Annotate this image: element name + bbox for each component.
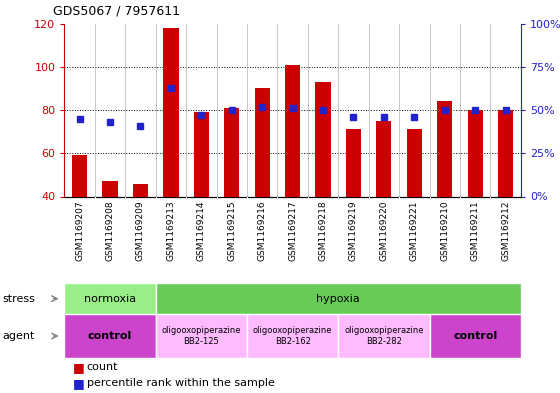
Bar bbox=[102, 182, 118, 196]
Bar bbox=[468, 110, 483, 196]
Text: control: control bbox=[88, 331, 132, 341]
Bar bbox=[437, 101, 452, 196]
Bar bbox=[247, 314, 338, 358]
Bar bbox=[338, 314, 430, 358]
Text: GSM1169209: GSM1169209 bbox=[136, 201, 145, 261]
Bar bbox=[164, 28, 179, 196]
Text: percentile rank within the sample: percentile rank within the sample bbox=[87, 378, 274, 388]
Bar bbox=[285, 64, 300, 196]
Bar bbox=[498, 110, 513, 196]
Text: GSM1169211: GSM1169211 bbox=[470, 201, 480, 261]
Text: GSM1169216: GSM1169216 bbox=[258, 201, 267, 261]
Bar bbox=[194, 112, 209, 196]
Text: GSM1169217: GSM1169217 bbox=[288, 201, 297, 261]
Bar bbox=[346, 130, 361, 196]
Text: GSM1169213: GSM1169213 bbox=[166, 201, 175, 261]
Text: GSM1169221: GSM1169221 bbox=[410, 201, 419, 261]
Bar bbox=[376, 121, 391, 196]
Bar bbox=[156, 314, 247, 358]
Bar bbox=[156, 283, 521, 314]
Text: GSM1169210: GSM1169210 bbox=[440, 201, 449, 261]
Text: GSM1169207: GSM1169207 bbox=[75, 201, 84, 261]
Bar bbox=[255, 88, 270, 196]
Text: oligooxopiperazine
BB2-282: oligooxopiperazine BB2-282 bbox=[344, 326, 423, 346]
Bar bbox=[133, 184, 148, 196]
Bar bbox=[224, 108, 239, 196]
Text: count: count bbox=[87, 362, 118, 373]
Text: normoxia: normoxia bbox=[84, 294, 136, 304]
Bar bbox=[315, 82, 330, 196]
Text: GSM1169212: GSM1169212 bbox=[501, 201, 510, 261]
Bar bbox=[407, 130, 422, 196]
Text: oligooxopiperazine
BB2-125: oligooxopiperazine BB2-125 bbox=[162, 326, 241, 346]
Text: ■: ■ bbox=[73, 376, 85, 390]
Bar bbox=[430, 314, 521, 358]
Text: stress: stress bbox=[3, 294, 36, 304]
Text: ■: ■ bbox=[73, 361, 85, 374]
Text: agent: agent bbox=[3, 331, 35, 341]
Text: GSM1169208: GSM1169208 bbox=[105, 201, 115, 261]
Text: oligooxopiperazine
BB2-162: oligooxopiperazine BB2-162 bbox=[253, 326, 332, 346]
Bar bbox=[64, 283, 156, 314]
Text: GSM1169218: GSM1169218 bbox=[319, 201, 328, 261]
Text: control: control bbox=[453, 331, 497, 341]
Bar bbox=[72, 155, 87, 196]
Text: GSM1169219: GSM1169219 bbox=[349, 201, 358, 261]
Text: GSM1169214: GSM1169214 bbox=[197, 201, 206, 261]
Text: GSM1169215: GSM1169215 bbox=[227, 201, 236, 261]
Text: GSM1169220: GSM1169220 bbox=[379, 201, 389, 261]
Text: hypoxia: hypoxia bbox=[316, 294, 360, 304]
Text: GDS5067 / 7957611: GDS5067 / 7957611 bbox=[53, 5, 180, 18]
Bar bbox=[64, 314, 156, 358]
